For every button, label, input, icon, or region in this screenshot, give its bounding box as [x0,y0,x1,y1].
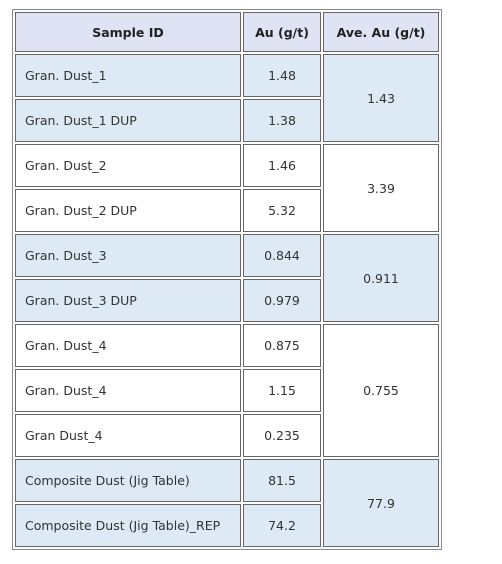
sample-id-cell: Gran Dust_4 [15,414,241,457]
au-cell: 0.235 [243,414,321,457]
average-cell: 3.39 [323,144,439,232]
au-cell: 74.2 [243,504,321,547]
header-row: Sample ID Au (g/t) Ave. Au (g/t) [15,12,439,52]
table-row: Gran. Dust_2 1.46 3.39 [15,144,439,232]
au-cell: 81.5 [243,459,321,502]
au-cell: 1.46 [243,144,321,187]
au-cell: 1.15 [243,369,321,412]
au-cell: 0.979 [243,279,321,322]
sample-id-cell: Gran. Dust_2 [15,144,241,187]
table-row: Gran Dust_4 0.235 [15,414,439,457]
average-cell: 1.43 [323,54,439,142]
table-row: Gran. Dust_1 DUP 1.38 [15,99,439,142]
sample-id-cell: Composite Dust (Jig Table)_REP [15,504,241,547]
au-cell: 5.32 [243,189,321,232]
table-row: Composite Dust (Jig Table) 81.5 77.9 [15,459,439,547]
sample-id-cell: Gran. Dust_2 DUP [15,189,241,232]
table-row: Gran. Dust_4 1.15 [15,369,439,412]
sample-id-cell: Composite Dust (Jig Table) [15,459,241,502]
au-cell: 0.844 [243,234,321,277]
table-row: Composite Dust (Jig Table)_REP 74.2 [15,504,439,547]
table-body: Gran. Dust_1 1.48 1.43 Gran. Dust_1 DUP 1.38… [15,54,439,547]
average-cell: 0.755 [323,324,439,457]
sample-id-cell: Gran. Dust_1 [15,54,241,97]
table-row: Gran. Dust_1 1.48 1.43 [15,54,439,142]
average-cell: 0.911 [323,234,439,322]
sample-id-cell: Gran. Dust_4 [15,369,241,412]
data-table: Sample ID Au (g/t) Ave. Au (g/t) Gran. D… [12,9,442,550]
table-row: Gran. Dust_3 DUP 0.979 [15,279,439,322]
header-cell: Sample ID [15,12,241,52]
sample-id-cell: Gran. Dust_1 DUP [15,99,241,142]
table-row: Gran. Dust_2 DUP 5.32 [15,189,439,232]
au-cell: 1.38 [243,99,321,142]
average-cell: 77.9 [323,459,439,547]
sample-id-cell: Gran. Dust_3 DUP [15,279,241,322]
sample-id-cell: Gran. Dust_3 [15,234,241,277]
sample-id-cell: Gran. Dust_4 [15,324,241,367]
table-row: Gran. Dust_4 0.875 0.755 [15,324,439,457]
au-cell: 1.48 [243,54,321,97]
header-cell: Ave. Au (g/t) [323,12,439,52]
table-row: Gran. Dust_3 0.844 0.911 [15,234,439,322]
header-cell: Au (g/t) [243,12,321,52]
au-cell: 0.875 [243,324,321,367]
